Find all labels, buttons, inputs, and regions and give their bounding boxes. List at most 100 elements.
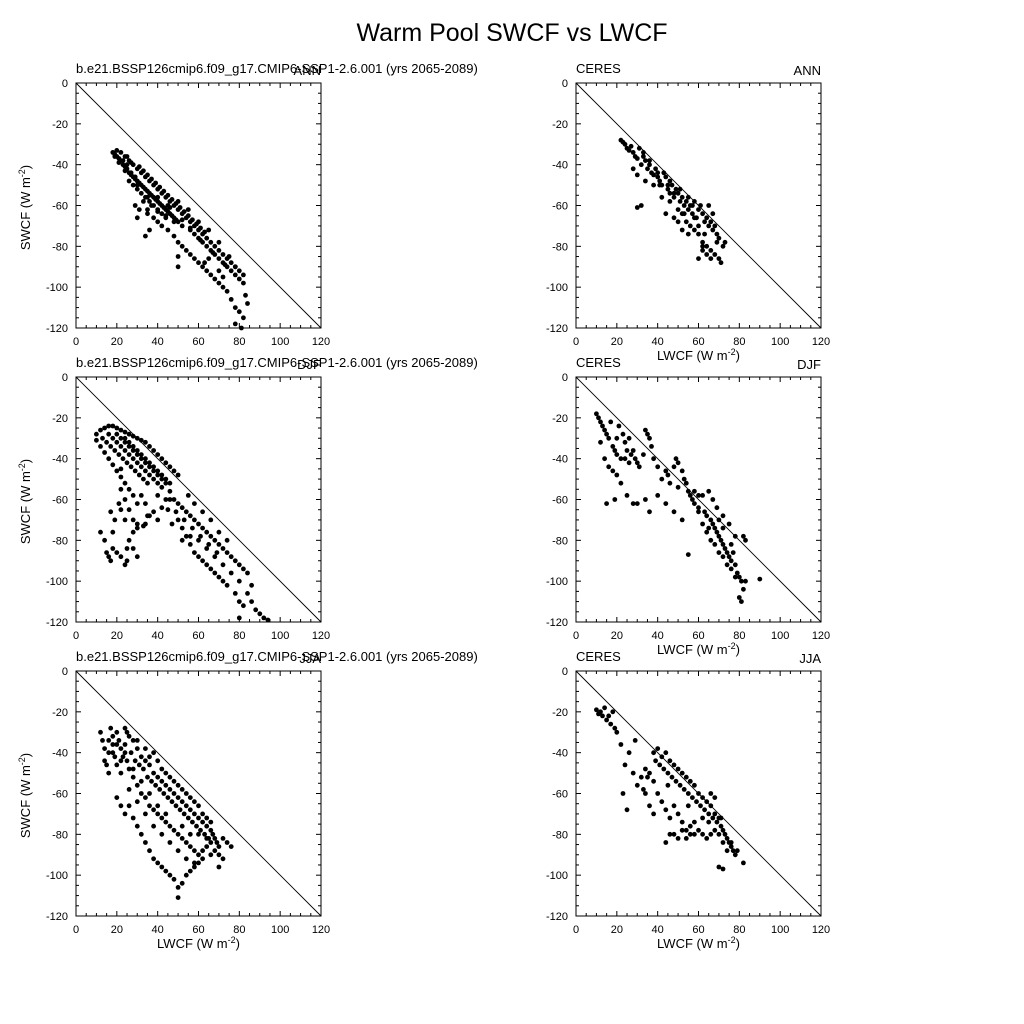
data-point <box>679 770 685 776</box>
data-point <box>192 517 197 523</box>
data-point <box>143 233 148 239</box>
data-point <box>690 203 695 208</box>
data-point <box>228 297 234 302</box>
data-point <box>116 160 122 166</box>
y-tick-label: -80 <box>552 535 568 547</box>
y-axis-label-superscript: -2 <box>17 757 27 765</box>
x-axis-label: LWCF (W m-2) <box>657 935 740 951</box>
data-point <box>690 211 695 217</box>
data-point <box>236 276 242 282</box>
data-point <box>716 517 722 523</box>
data-point <box>118 758 124 764</box>
data-point <box>228 554 234 560</box>
data-point <box>204 243 210 249</box>
data-point <box>643 497 648 502</box>
data-point <box>696 493 701 498</box>
data-point <box>724 562 730 568</box>
data-point <box>161 791 167 796</box>
data-point <box>122 517 128 523</box>
data-point <box>610 709 616 715</box>
data-point <box>163 811 169 817</box>
scatter-panel-6: 0 20 40 60 80 100 120 0 -20 -40 -60 -80 -100 -120 CERE… <box>546 649 830 951</box>
data-point <box>124 154 130 159</box>
data-point <box>222 262 228 268</box>
y-tick-label: -60 <box>52 201 68 213</box>
data-point <box>216 529 222 535</box>
data-point <box>108 725 114 731</box>
data-point <box>655 464 661 470</box>
data-point <box>663 211 669 217</box>
data-point <box>241 603 246 609</box>
data-point <box>143 460 148 466</box>
x-tick-label: 100 <box>771 924 789 936</box>
data-point <box>110 435 116 441</box>
data-point <box>200 509 206 515</box>
data-point <box>677 782 683 788</box>
data-point <box>200 558 206 564</box>
data-point <box>159 778 165 784</box>
data-point <box>716 235 722 241</box>
data-point <box>130 182 136 188</box>
data-point <box>600 713 605 719</box>
data-point <box>175 831 181 837</box>
panel-left-label: b.e21.BSSP126cmip6.f09_g17.CMIP6-SSP1-2.… <box>76 355 478 370</box>
y-tick-label: -80 <box>52 829 68 841</box>
data-point <box>108 444 114 449</box>
x-tick-label: 0 <box>573 336 579 348</box>
data-point <box>126 439 132 445</box>
data-point <box>106 738 112 743</box>
data-point <box>126 486 132 492</box>
data-point <box>128 160 134 166</box>
data-point <box>155 452 161 457</box>
data-point <box>151 468 157 474</box>
x-tick-label: 120 <box>812 924 830 936</box>
data-point <box>147 464 152 470</box>
y-tick-label: -100 <box>546 282 568 294</box>
data-point <box>226 254 232 259</box>
y-tick-label: -20 <box>552 119 568 131</box>
data-point <box>641 150 646 155</box>
data-point <box>163 476 169 482</box>
x-tick-label: 40 <box>152 336 164 348</box>
data-point <box>110 529 116 535</box>
data-point <box>655 174 661 180</box>
y-tick-label: -20 <box>52 707 68 719</box>
data-point <box>159 831 165 837</box>
data-point <box>124 162 130 168</box>
data-point <box>102 746 107 751</box>
data-point <box>130 738 136 743</box>
data-point <box>630 448 636 453</box>
data-point <box>245 570 250 576</box>
data-point <box>122 448 128 453</box>
data-point <box>167 774 173 780</box>
data-point <box>685 231 691 237</box>
data-point <box>116 738 122 743</box>
data-point <box>687 831 693 837</box>
y-tick-label: 0 <box>562 78 568 90</box>
data-point <box>155 480 161 486</box>
data-point <box>159 456 165 462</box>
x-axis-label-close: ) <box>236 936 240 951</box>
data-point <box>118 474 124 480</box>
data-point <box>741 860 746 866</box>
data-point <box>685 488 691 494</box>
data-point <box>175 199 181 204</box>
figure-title: Warm Pool SWCF vs LWCF <box>356 19 667 47</box>
data-point <box>620 431 626 437</box>
x-axis-label-text: LWCF (W m <box>657 936 728 951</box>
data-point <box>141 523 146 529</box>
data-point <box>145 480 150 486</box>
data-point <box>241 566 246 572</box>
data-point <box>102 758 107 764</box>
data-point <box>100 435 105 441</box>
data-point <box>181 517 187 523</box>
data-point <box>232 305 238 310</box>
data-point <box>190 217 195 223</box>
data-point <box>651 182 656 188</box>
data-point <box>110 750 116 756</box>
data-point <box>169 197 175 202</box>
data-point <box>647 803 652 809</box>
data-point <box>134 525 140 531</box>
data-point <box>224 288 230 294</box>
data-point <box>236 615 242 621</box>
